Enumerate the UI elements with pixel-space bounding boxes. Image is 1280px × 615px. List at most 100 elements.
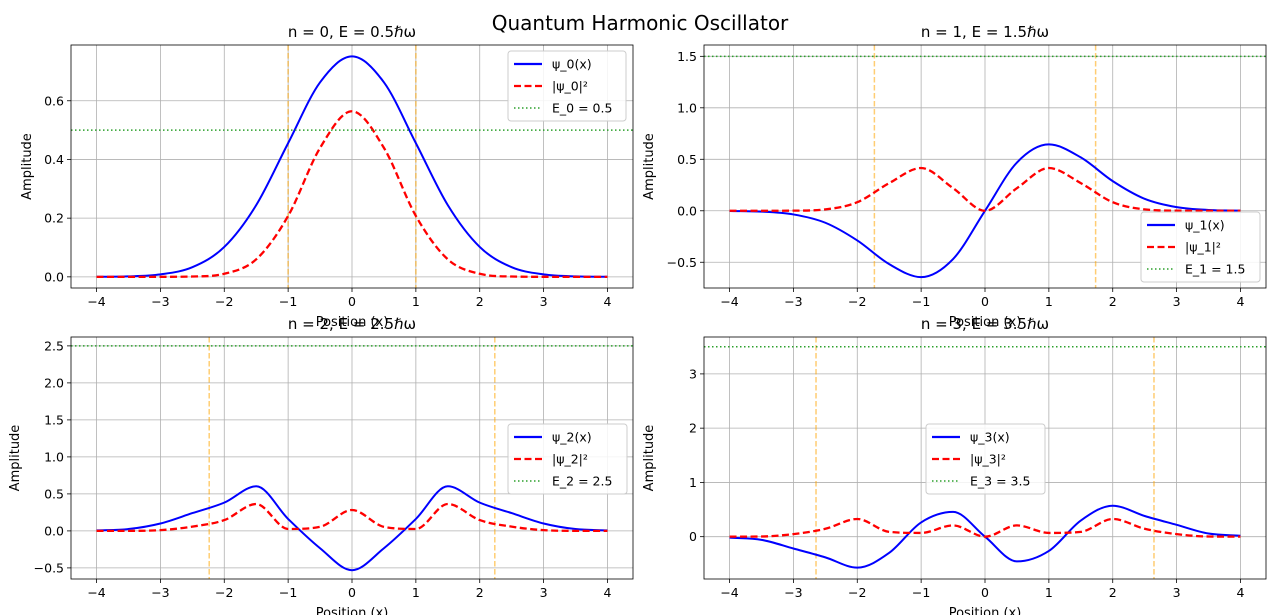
subplot-title: n = 0, E = 0.5ℏω — [288, 23, 416, 41]
legend-label: ψ_2(x) — [552, 430, 592, 445]
y-tick-label: 0.0 — [44, 269, 64, 284]
x-tick-label: 1 — [1045, 294, 1053, 309]
x-tick-label: 2 — [1109, 294, 1117, 309]
x-tick-label: −4 — [87, 294, 105, 309]
y-tick-label: 1 — [689, 475, 697, 490]
x-tick-label: −2 — [215, 585, 233, 600]
y-tick-label: 0.5 — [677, 152, 697, 167]
legend: ψ_0(x) |ψ_0|² E_0 = 0.5 — [507, 50, 627, 122]
x-tick-label: 3 — [1173, 294, 1181, 309]
y-tick-label: 0.5 — [44, 486, 64, 501]
legend-label: ψ_1(x) — [1185, 218, 1225, 233]
y-tick-label: 0 — [689, 529, 697, 544]
x-tick-label: 4 — [1236, 585, 1244, 600]
x-tick-label: 3 — [540, 294, 548, 309]
legend-box — [507, 423, 628, 495]
subplot-title: n = 1, E = 1.5ℏω — [921, 23, 1049, 41]
x-tick-label: 0 — [981, 294, 989, 309]
y-axis-label: Amplitude — [8, 425, 23, 492]
x-tick-label: 3 — [1173, 585, 1181, 600]
x-tick-label: −3 — [151, 294, 169, 309]
legend-label: |ψ_0|² — [552, 79, 588, 94]
probability-density-line — [96, 110, 608, 278]
x-tick-label: 4 — [603, 294, 611, 309]
y-tick-label: 0.0 — [44, 523, 64, 538]
y-tick-label: 0.4 — [44, 152, 64, 167]
x-tick-label: −3 — [784, 585, 802, 600]
x-tick-label: −4 — [720, 585, 738, 600]
y-tick-label: 1.0 — [44, 449, 64, 464]
x-tick-label: −1 — [912, 585, 930, 600]
x-tick-label: −2 — [848, 585, 866, 600]
legend-label: |ψ_2|² — [552, 452, 588, 467]
x-tick-label: −3 — [784, 294, 802, 309]
y-tick-label: 1.5 — [44, 412, 64, 427]
x-tick-label: −1 — [279, 294, 297, 309]
legend-label: E_1 = 1.5 — [1185, 262, 1245, 277]
y-tick-label: 0.6 — [44, 93, 64, 108]
x-tick-label: −1 — [912, 294, 930, 309]
y-tick-label: 1.5 — [677, 49, 697, 64]
x-tick-label: 1 — [412, 585, 420, 600]
y-tick-label: 3 — [689, 366, 697, 381]
y-tick-label: −0.5 — [667, 255, 697, 270]
x-tick-label: −4 — [87, 585, 105, 600]
legend-label: |ψ_1|² — [1185, 240, 1221, 255]
x-tick-label: −2 — [848, 294, 866, 309]
x-tick-label: 4 — [1236, 294, 1244, 309]
x-tick-label: 0 — [348, 585, 356, 600]
legend-label: E_3 = 3.5 — [970, 474, 1030, 489]
x-axis-label: Position (x) — [316, 315, 389, 330]
y-tick-label: 0.0 — [677, 203, 697, 218]
x-tick-label: 1 — [412, 294, 420, 309]
x-tick-label: 0 — [981, 585, 989, 600]
subplot-0: −4 −3 −2 −1 0 1 2 3 4 0.0 0.2 0.4 0.6 Position (x) Amp… — [20, 23, 634, 330]
plot-area — [704, 337, 1266, 579]
x-tick-label: −2 — [215, 294, 233, 309]
x-axis-label: Position (x) — [949, 606, 1022, 615]
x-tick-label: 4 — [603, 585, 611, 600]
wavefunction-line — [96, 485, 608, 572]
x-tick-label: −4 — [720, 294, 738, 309]
figure-title: Quantum Harmonic Oscillator — [492, 11, 789, 35]
legend: ψ_1(x) |ψ_1|² E_1 = 1.5 — [1140, 211, 1261, 283]
x-tick-label: 2 — [1109, 585, 1117, 600]
legend-label: ψ_3(x) — [970, 430, 1010, 445]
subplot-title: n = 3, E = 3.5ℏω — [921, 315, 1049, 333]
subplot-2: −4 −3 −2 −1 0 1 2 3 4 −0.5 0.0 0.5 1.0 1.5 2.0 2.5 Posit… — [8, 315, 634, 615]
y-tick-label: 2 — [689, 421, 697, 436]
y-axis-label: Amplitude — [20, 133, 35, 200]
legend-label: E_2 = 2.5 — [552, 474, 612, 489]
x-tick-label: −1 — [279, 585, 297, 600]
plot-area — [704, 45, 1266, 288]
legend-box — [507, 50, 627, 122]
y-tick-label: −0.5 — [34, 560, 64, 575]
y-tick-label: 0.2 — [44, 211, 64, 226]
x-axis-label: Position (x) — [316, 606, 389, 615]
x-tick-label: 2 — [476, 585, 484, 600]
probability-density-line — [729, 166, 1241, 212]
y-tick-label: 2.0 — [44, 375, 64, 390]
subplot-1: −4 −3 −2 −1 0 1 2 3 4 −0.5 0.0 0.5 1.0 1.5 Position (x… — [642, 23, 1267, 330]
legend-label: E_0 = 0.5 — [552, 101, 612, 116]
probability-density-line — [96, 502, 608, 533]
legend-label: |ψ_3|² — [970, 452, 1006, 467]
legend-label: ψ_0(x) — [552, 57, 592, 72]
legend: ψ_3(x) |ψ_3|² E_3 = 3.5 — [925, 423, 1046, 495]
subplot-title: n = 2, E = 2.5ℏω — [288, 315, 416, 333]
legend: ψ_2(x) |ψ_2|² E_2 = 2.5 — [507, 423, 628, 495]
x-tick-label: 1 — [1045, 585, 1053, 600]
subplot-3: −4 −3 −2 −1 0 1 2 3 4 0 1 2 3 Position (x) Amplitude n … — [642, 315, 1267, 615]
y-axis-label: Amplitude — [642, 133, 657, 200]
probability-density-line — [729, 517, 1241, 538]
legend-box — [925, 423, 1046, 495]
y-tick-label: 1.0 — [677, 100, 697, 115]
x-tick-label: −3 — [151, 585, 169, 600]
y-axis-label: Amplitude — [642, 425, 657, 492]
x-tick-label: 2 — [476, 294, 484, 309]
x-axis-label: Position (x) — [949, 315, 1022, 330]
legend-box — [1140, 211, 1261, 283]
x-tick-label: 3 — [540, 585, 548, 600]
plot-area — [71, 337, 633, 579]
